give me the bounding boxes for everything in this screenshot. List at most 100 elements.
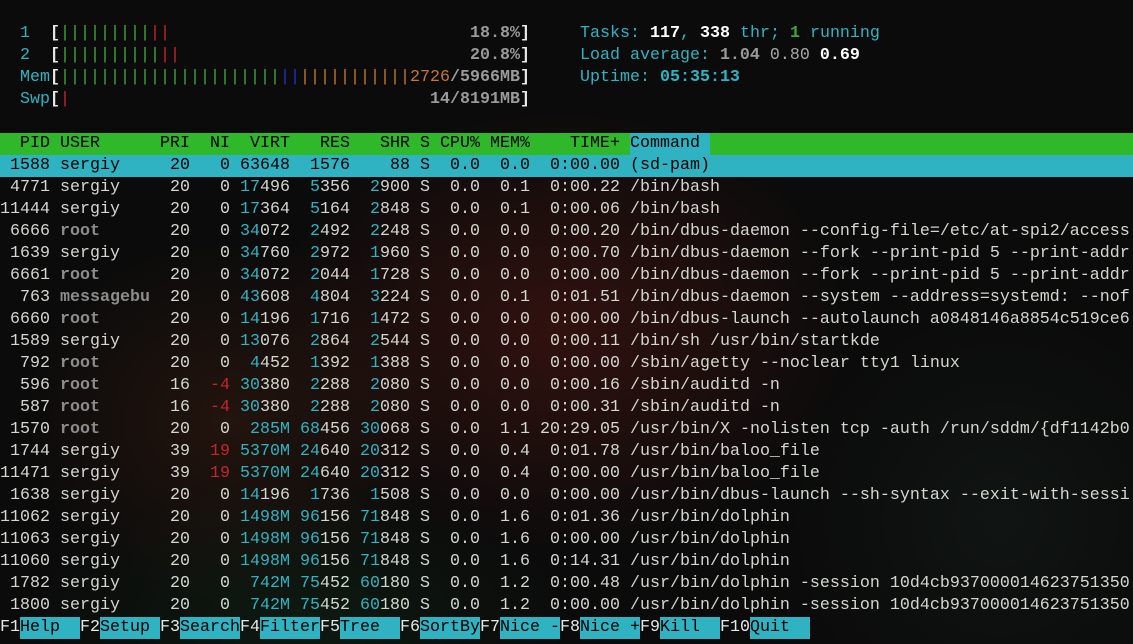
function-key-setup[interactable]: F2Setup [80, 617, 160, 639]
bar-segment: | [60, 68, 70, 87]
process-row[interactable]: 1744 sergiy 39 19 5370M 24640 20312 S 0.0 0.4 0:01… [0, 441, 1133, 463]
process-row[interactable]: 11471 sergiy 39 19 5370M 24640 20312 S 0.0 0.4 0:0… [0, 463, 1133, 485]
cell-cmd: /usr/bin/dolphin -session 10d4cb93700001… [630, 596, 1130, 615]
column-header-mem[interactable]: MEM% [490, 134, 530, 153]
function-key-label: Search [180, 617, 240, 639]
function-key-search[interactable]: F3Search [160, 617, 240, 639]
function-key-tree[interactable]: F5Tree [320, 617, 400, 639]
cell-pid: 587 [20, 398, 50, 417]
cell-pri: 39 [170, 442, 190, 461]
column-header-shr[interactable]: SHR [380, 134, 410, 153]
bar-segment: | [90, 46, 100, 65]
bar-segment: | [60, 90, 70, 109]
cell-ni: 0 [220, 574, 230, 593]
cell-time: 0:00.06 [550, 200, 620, 219]
process-row[interactable]: 763 messagebu 20 0 43608 4804 3224 S 0.0 0.1 0:01.… [0, 287, 1133, 309]
cell-cpu: 0.0 [450, 464, 480, 483]
load-average: Load average: 1.04 0.80 0.69 [580, 46, 860, 65]
column-header-pid[interactable]: PID [20, 134, 50, 153]
process-row[interactable]: 1639 sergiy 20 0 34760 2972 1960 S 0.0 0.0 0:00.70… [0, 243, 1133, 265]
column-header-pri[interactable]: PRI [160, 134, 190, 153]
function-key-code: F1 [0, 618, 20, 637]
cell-virt: 13076 [240, 332, 290, 351]
cell-virt: 34072 [240, 222, 290, 241]
cell-cpu: 0.0 [450, 354, 480, 373]
bar-segment: | [140, 68, 150, 87]
cell-mem: 0.1 [500, 288, 530, 307]
process-row[interactable]: 6666 root 20 0 34072 2492 2248 S 0.0 0.0 0:00.20/b… [0, 221, 1133, 243]
process-row[interactable]: 1589 sergiy 20 0 13076 2864 2544 S 0.0 0.0 0:00.11… [0, 331, 1133, 353]
column-header-cpu[interactable]: CPU% [440, 134, 480, 153]
process-row[interactable]: 11444 sergiy 20 0 17364 5164 2848 S 0.0 0.1 0:00.0… [0, 199, 1133, 221]
cell-res: 2864 [310, 332, 350, 351]
cell-virt: 43608 [240, 288, 290, 307]
process-row[interactable]: 1588 sergiy 20 0 63648 1576 88 S 0.0 0.0 0:00.00 (s… [0, 155, 1133, 177]
load-5: 0.80 [769, 46, 810, 65]
process-row[interactable]: 792 root 20 0 4452 1392 1388 S 0.0 0.0 0:00.00/sbi… [0, 353, 1133, 375]
cell-mem: 0.0 [500, 310, 530, 329]
column-header-time[interactable]: TIME+ [570, 134, 620, 153]
cell-cmd: /usr/bin/dolphin [630, 552, 790, 571]
function-key-help[interactable]: F1Help [0, 617, 80, 639]
process-row[interactable]: 11062 sergiy 20 0 1498M 96156 71848 S 0.0 1.6 0:01… [0, 507, 1133, 529]
cell-ni: 0 [220, 222, 230, 241]
cell-pid: 1744 [10, 442, 50, 461]
cell-virt: 5370M [240, 442, 290, 461]
cell-s: S [420, 288, 430, 307]
process-row[interactable]: 11063 sergiy 20 0 1498M 96156 71848 S 0.0 1.6 0:00… [0, 529, 1133, 551]
column-header-res[interactable]: RES [320, 134, 350, 153]
process-row[interactable]: 1570 root 20 0 285M 68456 30068 S 0.0 1.1 20:29.05… [0, 419, 1133, 441]
column-header-cmd[interactable]: Command [630, 133, 710, 155]
cell-user: sergiy [60, 156, 120, 175]
cell-shr: 60180 [360, 596, 410, 615]
process-row[interactable]: 1638 sergiy 20 0 14196 1736 1508 S 0.0 0.0 0:00.00… [0, 485, 1133, 507]
cell-ni: -4 [210, 376, 230, 395]
bar-segment: | [130, 46, 140, 65]
cell-virt: 742M [250, 574, 290, 593]
cell-mem: 0.0 [500, 398, 530, 417]
process-row[interactable]: 6661 root 20 0 34072 2044 1728 S 0.0 0.0 0:00.00/b… [0, 265, 1133, 287]
cell-user: sergiy [60, 552, 120, 571]
function-key-nice[interactable]: F7Nice - [480, 617, 560, 639]
function-key-quit[interactable]: F10Quit [720, 617, 810, 639]
cell-pri: 20 [170, 530, 190, 549]
column-header-ni[interactable]: NI [210, 134, 230, 153]
column-header-s[interactable]: S [420, 134, 430, 153]
cell-pri: 20 [170, 574, 190, 593]
function-key-kill[interactable]: F9Kill [640, 617, 720, 639]
cell-cpu: 0.0 [450, 222, 480, 241]
cell-ni: 0 [220, 288, 230, 307]
cell-user: sergiy [60, 464, 120, 483]
cell-pid: 1588 [10, 156, 50, 175]
function-key-code: F3 [160, 618, 180, 637]
cell-cmd: /bin/dbus-daemon --system --address=syst… [630, 288, 1130, 307]
function-key-code: F5 [320, 618, 340, 637]
cell-user: sergiy [60, 178, 120, 197]
function-key-sortby[interactable]: F6SortBy [400, 617, 480, 639]
cell-pri: 16 [170, 376, 190, 395]
cell-ni: 0 [220, 244, 230, 263]
process-row[interactable]: 1782 sergiy 20 0 742M 75452 60180 S 0.0 1.2 0:00.4… [0, 573, 1133, 595]
cell-pri: 39 [170, 464, 190, 483]
process-row[interactable]: 1800 sergiy 20 0 742M 75452 60180 S 0.0 1.2 0:00.0… [0, 595, 1133, 617]
cell-time: 0:00.00 [550, 464, 620, 483]
bar-segment: | [110, 24, 120, 43]
cell-user: root [60, 266, 100, 285]
bar-segment: | [100, 46, 110, 65]
cell-pri: 20 [170, 178, 190, 197]
bar-segment: | [390, 68, 400, 87]
cell-s: S [420, 332, 430, 351]
cell-s: S [420, 244, 430, 263]
cell-cmd: /bin/dbus-daemon --fork --print-pid 5 --… [630, 244, 1130, 263]
process-row[interactable]: 11060 sergiy 20 0 1498M 96156 71848 S 0.0 1.6 0:14… [0, 551, 1133, 573]
process-row[interactable]: 587 root 16 -4 30380 2288 2080 S 0.0 0.0 0:00.31/s… [0, 397, 1133, 419]
column-header-user[interactable]: USER [60, 134, 100, 153]
function-key-filter[interactable]: F4Filter [240, 617, 320, 639]
process-row[interactable]: 596 root 16 -4 30380 2288 2080 S 0.0 0.0 0:00.16/s… [0, 375, 1133, 397]
swap-meter: Swp [ | 14/8191MB ] [20, 90, 530, 109]
function-key-nice[interactable]: F8Nice + [560, 617, 640, 639]
bar-segment: | [110, 46, 120, 65]
process-row[interactable]: 4771 sergiy 20 0 17496 5356 2900 S 0.0 0.1 0:00.22… [0, 177, 1133, 199]
process-row[interactable]: 6660 root 20 0 14196 1716 1472 S 0.0 0.0 0:00.00/b… [0, 309, 1133, 331]
column-header-virt[interactable]: VIRT [250, 134, 290, 153]
